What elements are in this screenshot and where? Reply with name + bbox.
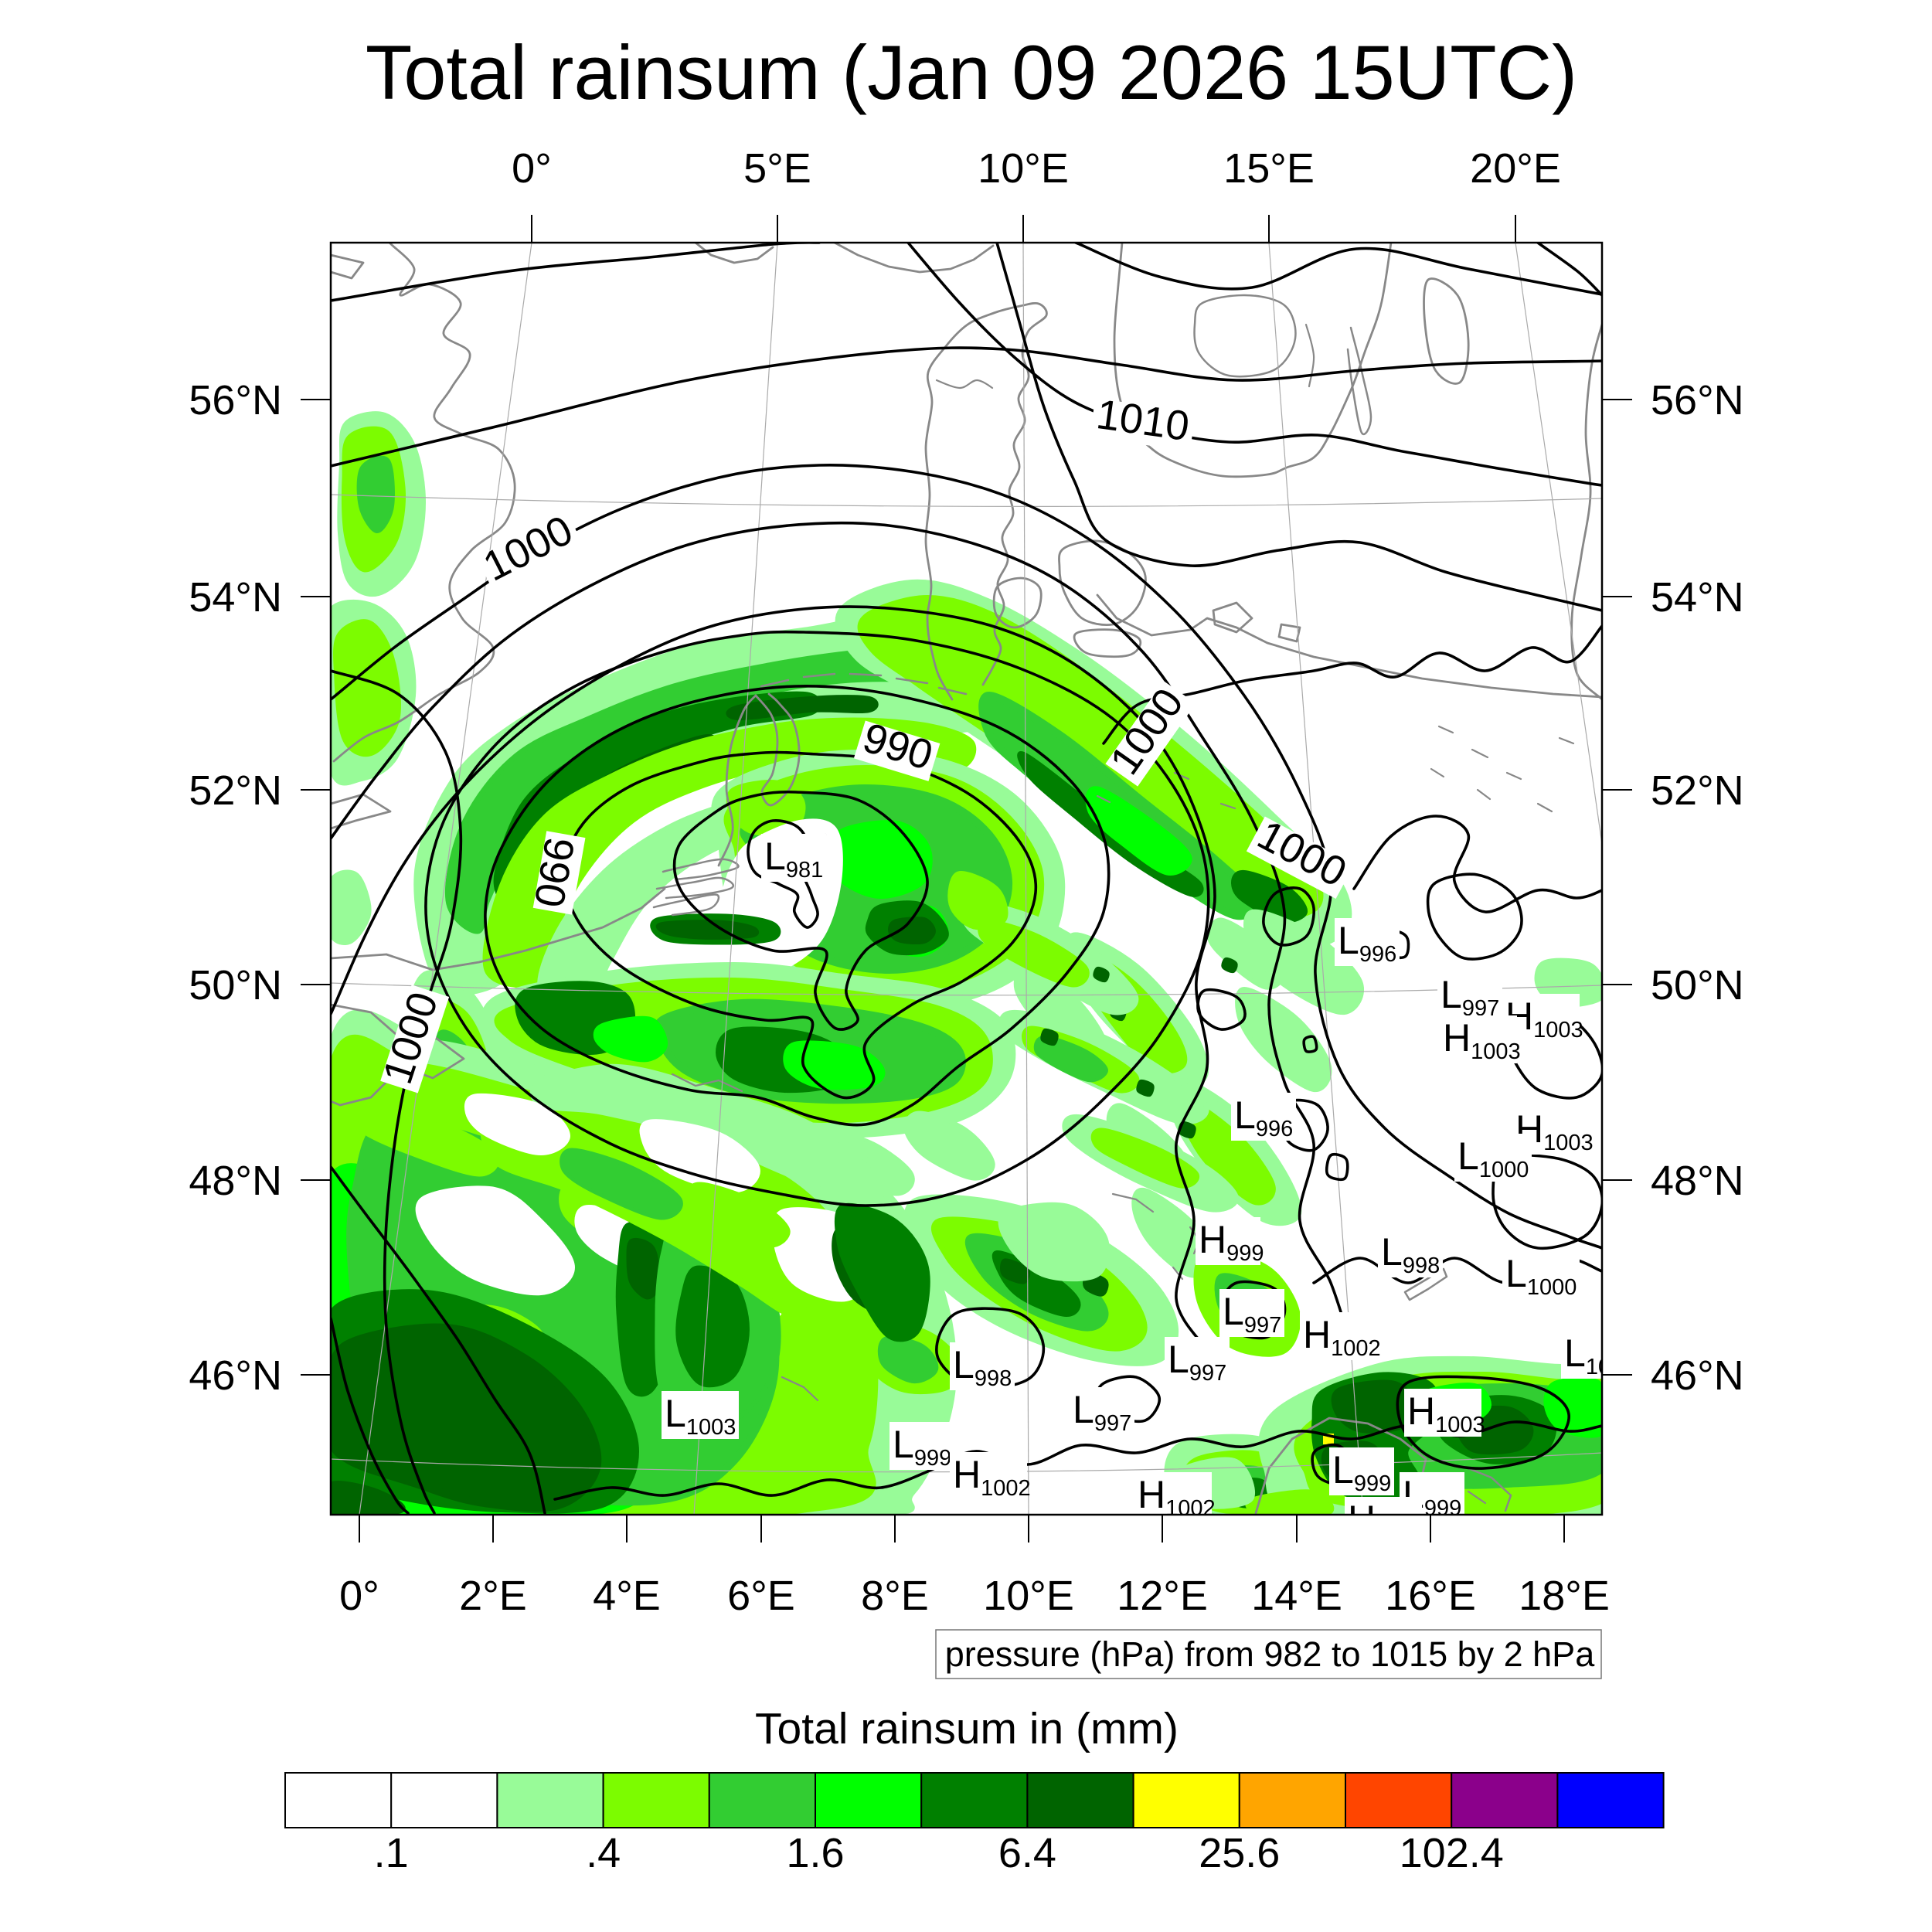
svg-text:Total rainsum in (mm): Total rainsum in (mm) <box>755 1704 1179 1753</box>
svg-text:L997: L997 <box>1168 1338 1226 1386</box>
svg-text:L997: L997 <box>1223 1290 1281 1338</box>
svg-text:L1000: L1000 <box>1564 1332 1635 1379</box>
svg-text:Total rainsum (Jan 09 2026 15U: Total rainsum (Jan 09 2026 15UTC) <box>366 29 1577 115</box>
svg-text:50°N: 50°N <box>189 962 282 1009</box>
svg-text:1.6: 1.6 <box>786 1830 844 1876</box>
svg-text:56°N: 56°N <box>189 377 282 423</box>
svg-text:5°E: 5°E <box>743 145 811 192</box>
svg-text:48°N: 48°N <box>189 1158 282 1204</box>
svg-text:15°E: 15°E <box>1223 145 1315 192</box>
svg-text:0°: 0° <box>512 145 552 192</box>
svg-text:48°N: 48°N <box>1651 1158 1744 1204</box>
svg-text:2°E: 2°E <box>459 1573 527 1619</box>
svg-text:50°N: 50°N <box>1651 962 1744 1009</box>
svg-text:20°E: 20°E <box>1470 145 1561 192</box>
svg-text:10°E: 10°E <box>983 1573 1074 1619</box>
svg-text:16°E: 16°E <box>1385 1573 1476 1619</box>
svg-text:25.6: 25.6 <box>1199 1830 1280 1876</box>
svg-text:6°E: 6°E <box>727 1573 795 1619</box>
svg-text:.4: .4 <box>586 1830 621 1876</box>
svg-text:14°E: 14°E <box>1251 1573 1342 1619</box>
svg-text:102.4: 102.4 <box>1400 1830 1504 1876</box>
svg-text:4°E: 4°E <box>593 1573 661 1619</box>
svg-text:52°N: 52°N <box>1651 767 1744 814</box>
svg-text:46°N: 46°N <box>1651 1352 1744 1399</box>
svg-text:10°E: 10°E <box>978 145 1069 192</box>
svg-text:8°E: 8°E <box>861 1573 929 1619</box>
svg-text:0°: 0° <box>339 1573 379 1619</box>
svg-text:54°N: 54°N <box>189 574 282 621</box>
svg-text:12°E: 12°E <box>1117 1573 1208 1619</box>
svg-text:.1: .1 <box>374 1830 409 1876</box>
svg-text:46°N: 46°N <box>189 1352 282 1399</box>
svg-text:6.4: 6.4 <box>998 1830 1056 1876</box>
svg-text:52°N: 52°N <box>189 767 282 814</box>
svg-text:pressure (hPa) from 982 to 101: pressure (hPa) from 982 to 1015 by 2 hPa <box>945 1634 1595 1674</box>
svg-text:56°N: 56°N <box>1651 377 1744 423</box>
svg-text:54°N: 54°N <box>1651 574 1744 621</box>
svg-text:18°E: 18°E <box>1519 1573 1610 1619</box>
